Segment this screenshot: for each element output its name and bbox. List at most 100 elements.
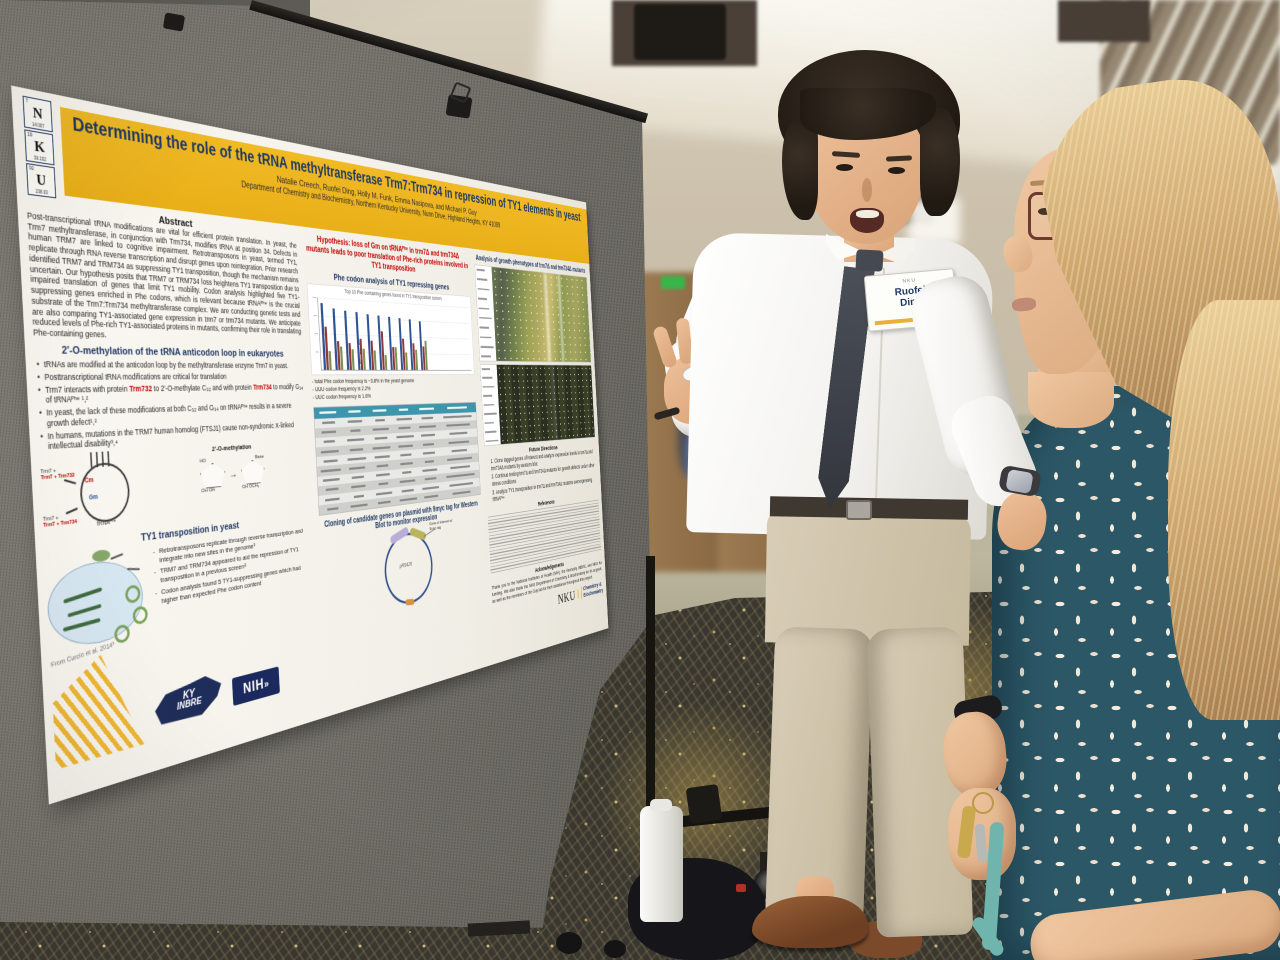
cell-text-bar [449, 432, 468, 436]
bar-group [366, 300, 377, 370]
plate-row-label [482, 385, 495, 388]
trm732-highlight: Trm732 [129, 383, 153, 394]
ribose-structures: HO OH OH → Base OH OCH₃ [147, 451, 309, 499]
cell-text-bar [348, 410, 361, 413]
bar-UUC [339, 346, 344, 370]
cell-text-bar [350, 503, 368, 508]
cart-bracket [685, 783, 723, 825]
cell-text-bar [347, 456, 367, 461]
bar-group [343, 299, 355, 370]
cell-text-bar [349, 466, 366, 471]
methylation-heading: 2'-O-methylation of the tRNA anticodon l… [61, 344, 284, 359]
plate-row-label [485, 430, 497, 433]
cell-text-bar [447, 406, 467, 410]
plasmid-diagram: pRS426 Gene of interest w/ 9myc tag [381, 519, 452, 611]
cell-text-bar [325, 487, 339, 492]
growth-plate-panel-top [474, 264, 592, 363]
cell-text-bar [323, 440, 335, 444]
bar-group [408, 303, 419, 370]
table-cell [372, 496, 397, 508]
cell-text-bar [399, 497, 418, 502]
cell-text-bar [374, 437, 388, 441]
plate-row-label [477, 297, 488, 300]
nku-wordmark: NKU [557, 586, 576, 607]
chart-plot-area [312, 296, 472, 371]
cell-text-bar [351, 475, 365, 480]
ribose-right: Base OH OCH₃ [240, 454, 265, 490]
cell-text-bar [419, 425, 436, 429]
bar-UUC [405, 352, 408, 370]
methylation-bullets: tRNAs are modified at the anticodon loop… [35, 359, 307, 452]
plate-row-label [485, 439, 499, 443]
board-wheel-2 [604, 940, 626, 958]
cell-text-bar [422, 485, 440, 490]
cell-text-bar [353, 494, 364, 498]
sugar-ring [241, 459, 265, 485]
cell-text-bar [347, 438, 365, 442]
plate-streak [557, 274, 565, 362]
element-number: 19 [27, 131, 33, 139]
cell-text-bar [374, 455, 390, 459]
bar-UUC [384, 354, 388, 370]
base-label: Base [254, 454, 264, 460]
bullet: Posttranscriptional tRNA modifications a… [44, 372, 303, 382]
table-cell [346, 499, 372, 512]
cell-text-bar [322, 478, 340, 483]
table-cell [319, 502, 347, 515]
cell-text-bar [350, 429, 361, 433]
cell-text-bar [375, 491, 393, 496]
dna-fragment [110, 552, 124, 560]
cell-text-bar [449, 481, 473, 487]
cell-text-bar [399, 479, 416, 484]
element-box-n: 7 N 14.007 [22, 95, 53, 133]
cell-text-bar [321, 421, 335, 425]
bar-UUC [351, 349, 355, 370]
trna-loop-circle [78, 461, 131, 525]
plate-streak [543, 272, 552, 362]
cell-text-bar [321, 430, 337, 434]
cell-text-bar [400, 453, 412, 457]
plasmid-segment-orange [405, 599, 415, 606]
cell-text-bar [448, 440, 470, 444]
plate-row-label [480, 345, 494, 348]
cell-text-bar [446, 423, 470, 427]
candidate-gene-table [313, 401, 481, 517]
cell-text-bar [320, 449, 339, 454]
cell-text-bar [401, 488, 415, 493]
ceiling-beam-2 [1058, 0, 1150, 42]
cell-text-bar [446, 473, 475, 479]
plate-row-label [476, 268, 485, 272]
woman-hair-back [1168, 300, 1280, 720]
plate-row-label [479, 326, 490, 329]
table-cell [420, 491, 443, 503]
och3-label: OH OCH₃ [241, 483, 260, 490]
arrow [64, 479, 77, 484]
nku-periodic-logo: 7 N 14.007 19 K 39.102 92 U 238.03 [22, 95, 57, 199]
poster-left-column: Abstract Post-transcriptional tRNA modif… [26, 198, 321, 795]
enzyme-label-bottom: Trm7 + Trm7 + Trm734 [42, 515, 78, 529]
presenter-eye-left [836, 164, 853, 171]
projector [634, 4, 726, 60]
bar-UUC [415, 349, 419, 370]
presenter-pants-hips [764, 510, 972, 646]
cell-text-bar [320, 468, 341, 473]
presenter-hair-side-left [782, 120, 818, 220]
reaction-arrow: → [229, 467, 238, 480]
cell-text-bar [376, 464, 389, 468]
bullet-text: to 2'-O-methylate C₃₂ and with protein [151, 382, 254, 393]
element-number: 92 [28, 165, 35, 173]
growth-plate-panel-bottom [479, 364, 596, 447]
element-number: 7 [25, 98, 29, 105]
cell-text-bar [422, 468, 438, 473]
cell-text-bar [443, 415, 472, 419]
key-ring [972, 792, 994, 814]
bar-group [387, 302, 398, 370]
cell-text-bar [402, 471, 412, 475]
bar-UUC [362, 348, 366, 370]
cell-text-bar [398, 408, 409, 411]
bar-group [332, 298, 344, 370]
plate-row-label [483, 403, 495, 406]
plate-row-label [480, 336, 492, 339]
chart-bars [318, 297, 471, 370]
presenter-eye-right [888, 167, 905, 174]
